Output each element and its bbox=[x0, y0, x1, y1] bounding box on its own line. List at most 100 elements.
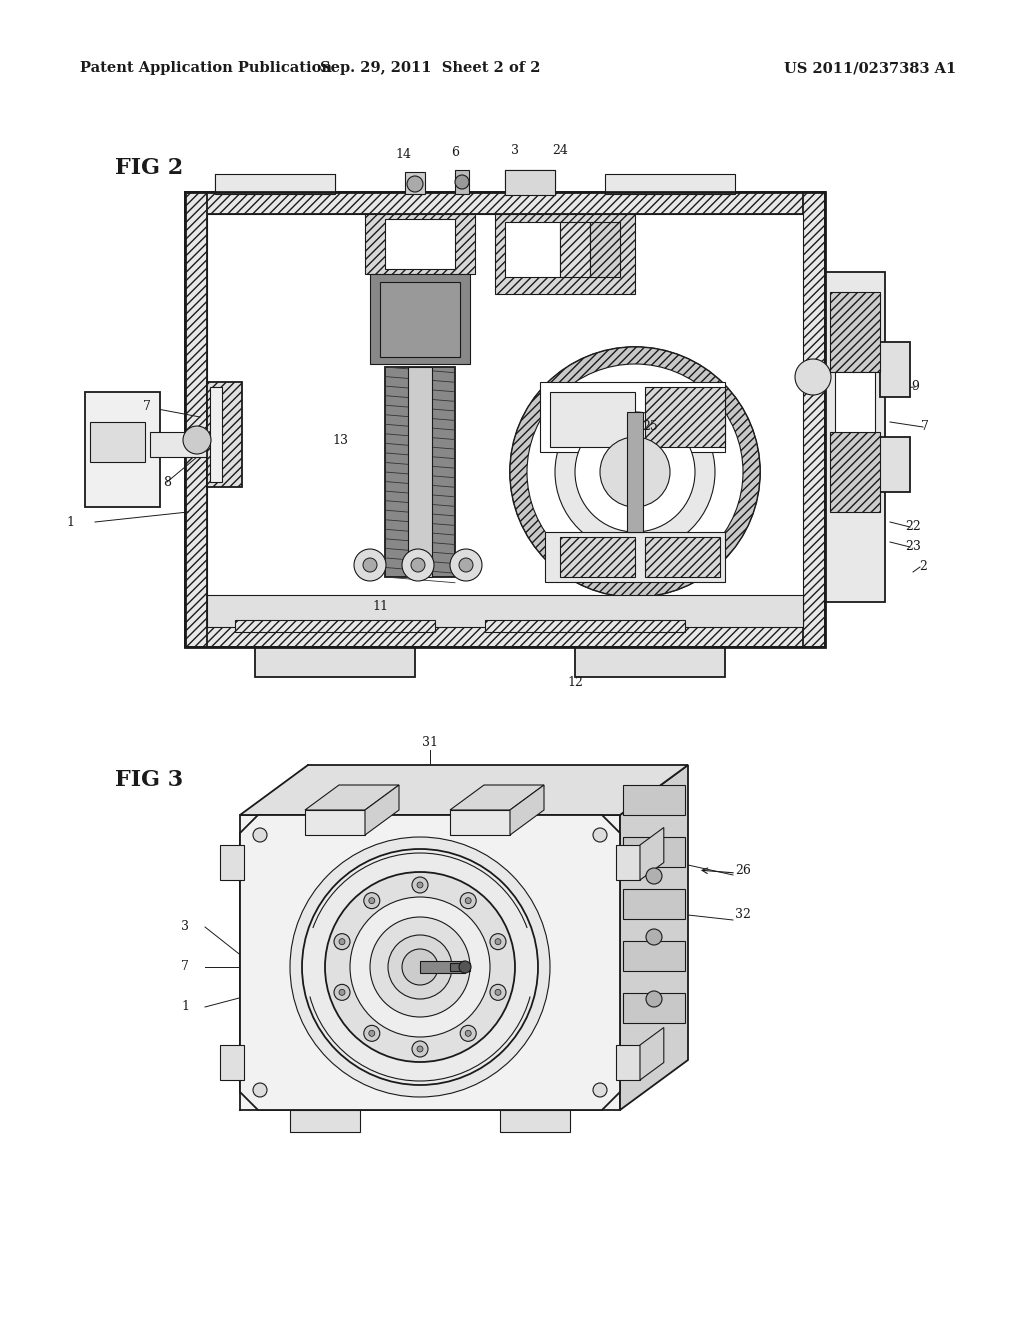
Bar bbox=[505, 170, 555, 195]
Circle shape bbox=[510, 347, 760, 597]
Text: 1: 1 bbox=[181, 1001, 189, 1014]
Circle shape bbox=[339, 989, 345, 995]
Circle shape bbox=[459, 558, 473, 572]
Circle shape bbox=[555, 392, 715, 552]
Bar bbox=[550, 392, 635, 447]
Polygon shape bbox=[510, 785, 544, 836]
Bar bbox=[210, 387, 222, 482]
Bar bbox=[830, 292, 880, 372]
Bar bbox=[408, 367, 432, 577]
Circle shape bbox=[183, 426, 211, 454]
Bar bbox=[835, 372, 874, 432]
Circle shape bbox=[460, 892, 476, 908]
Bar bbox=[207, 381, 242, 487]
Bar bbox=[623, 785, 685, 814]
Circle shape bbox=[302, 849, 538, 1085]
Polygon shape bbox=[240, 766, 688, 814]
Polygon shape bbox=[240, 814, 620, 1110]
Bar bbox=[560, 537, 635, 577]
Polygon shape bbox=[305, 810, 365, 836]
Circle shape bbox=[527, 364, 743, 579]
Circle shape bbox=[465, 1031, 471, 1036]
Circle shape bbox=[364, 1026, 380, 1041]
Circle shape bbox=[575, 412, 695, 532]
Bar bbox=[450, 964, 470, 972]
Circle shape bbox=[646, 929, 662, 945]
Circle shape bbox=[495, 939, 501, 945]
Circle shape bbox=[407, 176, 423, 191]
Bar bbox=[380, 282, 460, 356]
Bar bbox=[830, 432, 880, 512]
Bar bbox=[500, 1110, 570, 1133]
Text: 3: 3 bbox=[511, 144, 519, 157]
Text: Sep. 29, 2011  Sheet 2 of 2: Sep. 29, 2011 Sheet 2 of 2 bbox=[319, 61, 541, 75]
Bar bbox=[90, 422, 145, 462]
Polygon shape bbox=[450, 785, 544, 810]
Text: 13: 13 bbox=[332, 433, 348, 446]
Bar bbox=[215, 174, 335, 194]
Bar bbox=[365, 214, 475, 275]
Text: 11: 11 bbox=[372, 601, 388, 614]
Circle shape bbox=[460, 1026, 476, 1041]
Circle shape bbox=[339, 939, 345, 945]
Circle shape bbox=[388, 935, 452, 999]
Bar bbox=[150, 432, 225, 457]
Circle shape bbox=[646, 991, 662, 1007]
Circle shape bbox=[369, 1031, 375, 1036]
Circle shape bbox=[455, 176, 469, 189]
Bar bbox=[234, 620, 435, 632]
Bar bbox=[560, 222, 590, 277]
Text: FIG 3: FIG 3 bbox=[115, 770, 183, 791]
Circle shape bbox=[411, 558, 425, 572]
Polygon shape bbox=[185, 191, 207, 647]
Text: 12: 12 bbox=[567, 676, 583, 689]
Circle shape bbox=[593, 828, 607, 842]
Bar bbox=[623, 888, 685, 919]
Text: 7: 7 bbox=[921, 421, 929, 433]
Bar bbox=[623, 993, 685, 1023]
Circle shape bbox=[417, 1045, 423, 1052]
Bar bbox=[627, 412, 643, 532]
Bar bbox=[455, 170, 469, 194]
Polygon shape bbox=[240, 814, 620, 1110]
Polygon shape bbox=[365, 785, 399, 836]
Bar bbox=[255, 647, 415, 677]
Bar bbox=[385, 367, 455, 577]
Circle shape bbox=[412, 1041, 428, 1057]
Bar bbox=[220, 845, 244, 880]
Bar bbox=[645, 537, 720, 577]
Circle shape bbox=[334, 933, 350, 949]
Text: 26: 26 bbox=[735, 863, 751, 876]
Text: 3: 3 bbox=[181, 920, 189, 933]
Circle shape bbox=[369, 898, 375, 904]
Text: 9: 9 bbox=[911, 380, 919, 393]
Text: 2: 2 bbox=[920, 561, 927, 573]
Text: 8: 8 bbox=[163, 475, 171, 488]
Circle shape bbox=[412, 876, 428, 894]
Circle shape bbox=[490, 985, 506, 1001]
Bar bbox=[623, 941, 685, 972]
Text: 7: 7 bbox=[181, 961, 189, 974]
Circle shape bbox=[600, 437, 670, 507]
Text: 22: 22 bbox=[905, 520, 921, 533]
Bar bbox=[290, 1110, 360, 1133]
Bar bbox=[207, 595, 803, 627]
Bar bbox=[420, 961, 465, 973]
Circle shape bbox=[795, 359, 831, 395]
Text: 32: 32 bbox=[735, 908, 751, 921]
Bar bbox=[623, 837, 685, 867]
Text: 7: 7 bbox=[143, 400, 151, 413]
Circle shape bbox=[370, 917, 470, 1016]
Text: 25: 25 bbox=[642, 421, 657, 433]
Text: 31: 31 bbox=[422, 737, 438, 750]
Bar bbox=[825, 272, 885, 602]
Text: 6: 6 bbox=[451, 145, 459, 158]
Bar bbox=[616, 845, 640, 880]
Polygon shape bbox=[640, 1027, 664, 1080]
Circle shape bbox=[354, 549, 386, 581]
Circle shape bbox=[362, 558, 377, 572]
Text: 14: 14 bbox=[395, 148, 411, 161]
Circle shape bbox=[253, 1082, 267, 1097]
Circle shape bbox=[253, 828, 267, 842]
Circle shape bbox=[510, 347, 760, 597]
